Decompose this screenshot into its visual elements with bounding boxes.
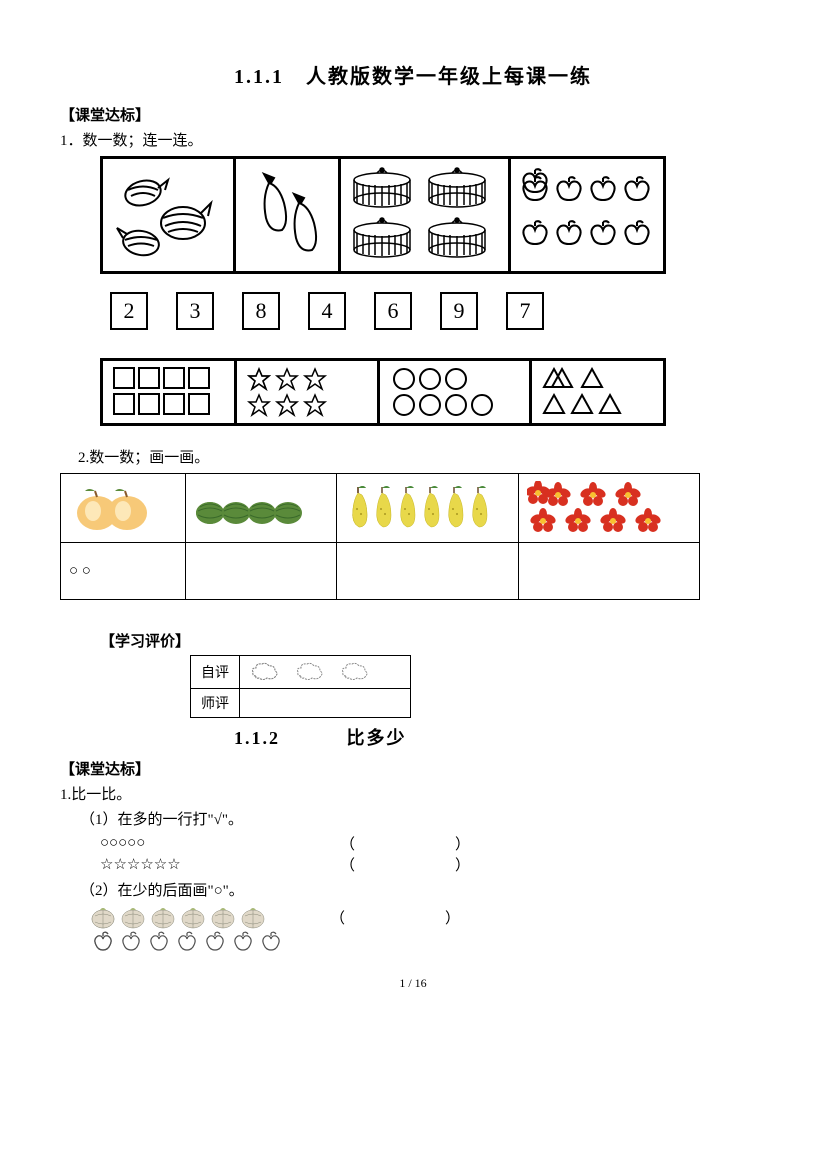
q2-answer-cell-4[interactable]	[518, 543, 699, 600]
subtitle: 1.1.2 比多少	[60, 724, 766, 750]
page-title: 1.1.1 人教版数学一年级上每课一练	[60, 60, 766, 89]
q3-2-row2	[60, 930, 766, 956]
stars-icon	[247, 367, 352, 417]
eval-teacher-label: 师评	[191, 689, 240, 718]
q1-picture-row	[100, 156, 666, 274]
q2-cell-peaches	[61, 474, 186, 543]
q2-answer-cell-3[interactable]	[337, 543, 518, 600]
page-number: 1 / 16	[60, 976, 766, 991]
eval-self-clouds[interactable]	[240, 656, 411, 689]
q3-1-text: （1）在多的一行打"√"。	[60, 808, 766, 829]
peaches-icon	[69, 483, 159, 533]
pears-icon	[345, 481, 505, 536]
num-box: 9	[440, 292, 478, 330]
section2-heading: 【课堂达标】	[60, 758, 766, 779]
q2-table: ○ ○	[60, 473, 700, 600]
clouds-icon	[250, 660, 390, 684]
pic-cell-vegetables	[103, 159, 236, 271]
num-box: 3	[176, 292, 214, 330]
q2-cell-flowers	[518, 474, 699, 543]
circles-icon	[390, 367, 510, 417]
num-box: 4	[308, 292, 346, 330]
q2-answer-1: ○ ○	[69, 563, 91, 579]
eggplants-icon	[244, 168, 329, 263]
subtitle-num: 1.1.2	[60, 728, 340, 749]
num-box: 2	[110, 292, 148, 330]
shapes-row	[100, 358, 666, 426]
eval-teacher-cell[interactable]	[240, 689, 411, 718]
pic-cell-apples	[511, 159, 663, 271]
paren-l: （	[340, 833, 355, 854]
q2-answer-cell-1[interactable]: ○ ○	[61, 543, 186, 600]
eval-heading: 【学习评价】	[100, 630, 766, 651]
q3-1-circles: ○○○○○	[80, 835, 340, 852]
onions-icon	[90, 904, 280, 930]
q2-text: 2.数一数；画一画。	[78, 446, 766, 467]
drums-icon	[347, 165, 502, 265]
q1-text: 1．数一数；连一连。	[60, 129, 766, 150]
shape-cell-triangles	[532, 361, 663, 423]
q3-2-row1: （ ）	[60, 904, 766, 930]
q3-1-row2: ☆☆☆☆☆☆ （ ）	[60, 854, 766, 875]
number-box-row: 2 3 8 4 6 9 7	[110, 292, 766, 330]
q3-2-text: （2）在少的后面画"○"。	[60, 879, 766, 900]
paren-r: ）	[445, 907, 460, 928]
num-box: 7	[506, 292, 544, 330]
num-box: 6	[374, 292, 412, 330]
num-box: 8	[242, 292, 280, 330]
q2-answer-cell-2[interactable]	[185, 543, 336, 600]
subtitle-text: 比多少	[347, 728, 407, 748]
paren-l: （	[340, 854, 355, 875]
triangles-icon	[542, 367, 642, 417]
paren-r: ）	[455, 854, 470, 875]
pic-cell-eggplants	[236, 159, 341, 271]
section1-heading: 【课堂达标】	[60, 104, 766, 125]
apples-outline-icon	[90, 930, 290, 956]
pic-cell-drums	[341, 159, 511, 271]
q2-cell-melons	[185, 474, 336, 543]
q3-1-row1: ○○○○○ （ ）	[60, 833, 766, 854]
eval-self-label: 自评	[191, 656, 240, 689]
eval-table: 自评 师评	[190, 655, 411, 718]
paren-r: ）	[455, 833, 470, 854]
shape-cell-stars	[237, 361, 380, 423]
q2-cell-pears	[337, 474, 518, 543]
apples-icon	[517, 168, 657, 263]
vegetables-icon	[113, 168, 223, 263]
q3-text: 1.比一比。	[60, 783, 766, 804]
flowers-icon	[527, 481, 687, 536]
paren-l: （	[330, 907, 345, 928]
q3-1-stars: ☆☆☆☆☆☆	[80, 855, 340, 874]
shape-cell-circles	[380, 361, 532, 423]
shape-cell-squares	[103, 361, 237, 423]
melons-icon	[194, 483, 324, 533]
